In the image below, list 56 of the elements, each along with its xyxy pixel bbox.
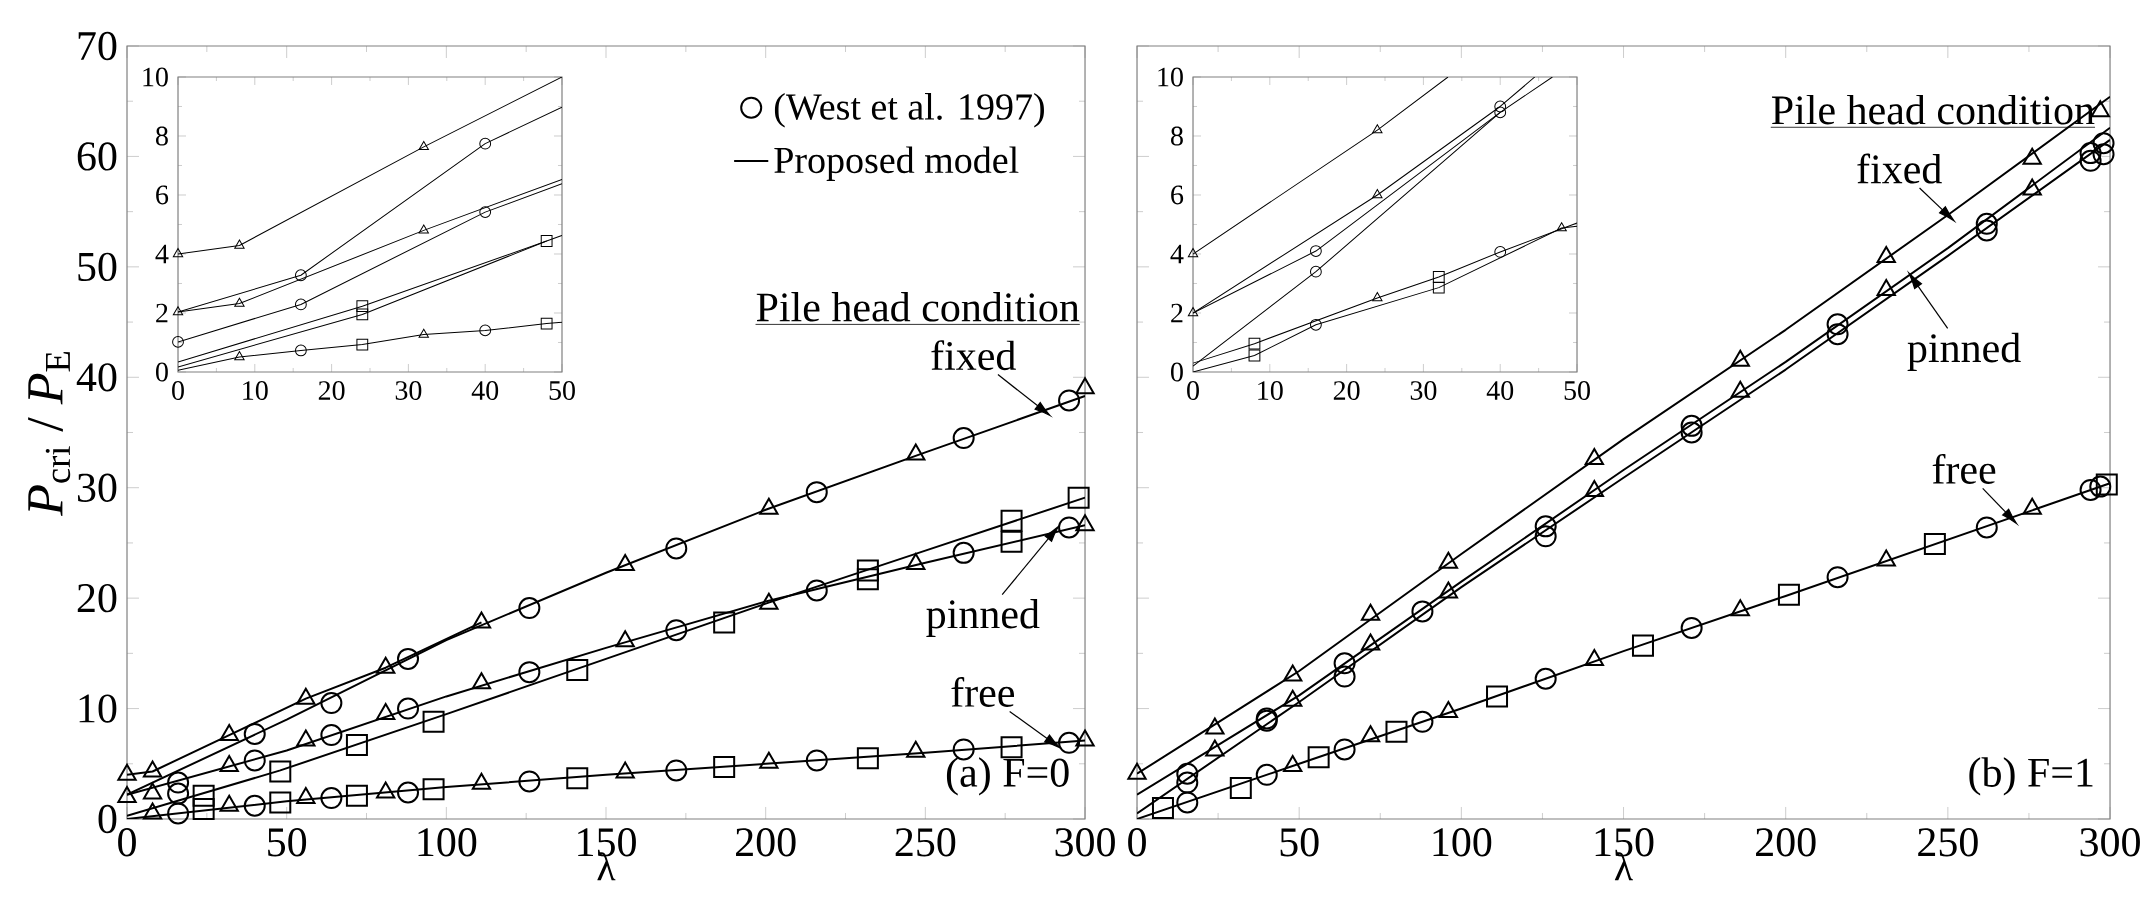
x-tick-label: 250: [895, 828, 956, 857]
y-tick-label: 6: [1171, 185, 1184, 205]
y-tick-label: 2: [156, 303, 168, 323]
x-tick-label: 50: [1564, 381, 1590, 400]
y-axis-title: P$_{cri}$ / P$_{E}$: [28, 352, 71, 517]
legend-label: Proposed model: [774, 146, 1019, 181]
x-tick-label: 100: [418, 828, 477, 857]
x-tick-label: 0: [1128, 828, 1146, 857]
y-tick-label: 0: [156, 362, 168, 382]
x-tick-label: 10: [243, 381, 268, 400]
x-tick-label: 0: [118, 828, 136, 857]
x-tick-label: 250: [1918, 828, 1978, 857]
x-tick-label: 100: [1433, 828, 1492, 857]
x-tick-label: 50: [268, 828, 307, 857]
x-tick-label: 0: [172, 381, 184, 400]
annotation: pinned: [1907, 332, 2021, 371]
annotation: Pile head condition: [756, 292, 1080, 322]
legend-label: (West et al. 1997): [774, 93, 1044, 128]
y-tick-label: 30: [77, 473, 117, 502]
x-tick-label: 50: [1280, 828, 1319, 857]
x-tick-label: 30: [1410, 381, 1437, 400]
y-tick-label: 8: [1171, 126, 1183, 146]
y-tick-label: 8: [156, 126, 168, 146]
y-tick-label: 10: [1158, 67, 1183, 87]
annotation: (a) F=0: [946, 757, 1069, 796]
y-tick-label: 50: [78, 252, 117, 282]
y-tick-label: 6: [156, 185, 169, 205]
y-tick-label: 4: [1170, 244, 1184, 264]
x-tick-label: 20: [1333, 381, 1360, 400]
annotation: fixed: [931, 340, 1016, 371]
annotation: free: [951, 677, 1015, 707]
x-tick-label: 300: [2080, 828, 2140, 857]
x-tick-label: 200: [1756, 828, 1816, 857]
annotation: Pile head condition: [1771, 94, 2095, 125]
annotation: free: [1932, 453, 1996, 484]
x-tick-label: 200: [736, 828, 796, 857]
y-tick-label: 20: [77, 583, 117, 613]
y-tick-label: 70: [78, 31, 117, 61]
x-tick-label: 0: [1187, 381, 1199, 400]
annotation: (b) F=1: [1969, 757, 2093, 796]
x-tick-label: 40: [471, 381, 499, 400]
x-tick-label: 20: [318, 381, 345, 400]
y-tick-label: 10: [79, 694, 117, 723]
annotation: pinned: [926, 598, 1040, 638]
y-tick-label: 10: [143, 67, 168, 87]
x-tick-label: 300: [1055, 828, 1115, 857]
y-tick-label: 2: [1171, 303, 1183, 323]
x-tick-label: 40: [1486, 381, 1514, 400]
annotation: fixed: [1857, 153, 1942, 184]
y-tick-label: 60: [77, 142, 117, 171]
y-tick-label: 0: [98, 804, 117, 834]
x-tick-label: 30: [395, 381, 422, 400]
y-tick-label: 4: [155, 244, 169, 264]
x-tick-label: 50: [549, 381, 575, 400]
y-tick-label: 0: [1171, 362, 1183, 382]
x-tick-label: 10: [1258, 381, 1283, 400]
